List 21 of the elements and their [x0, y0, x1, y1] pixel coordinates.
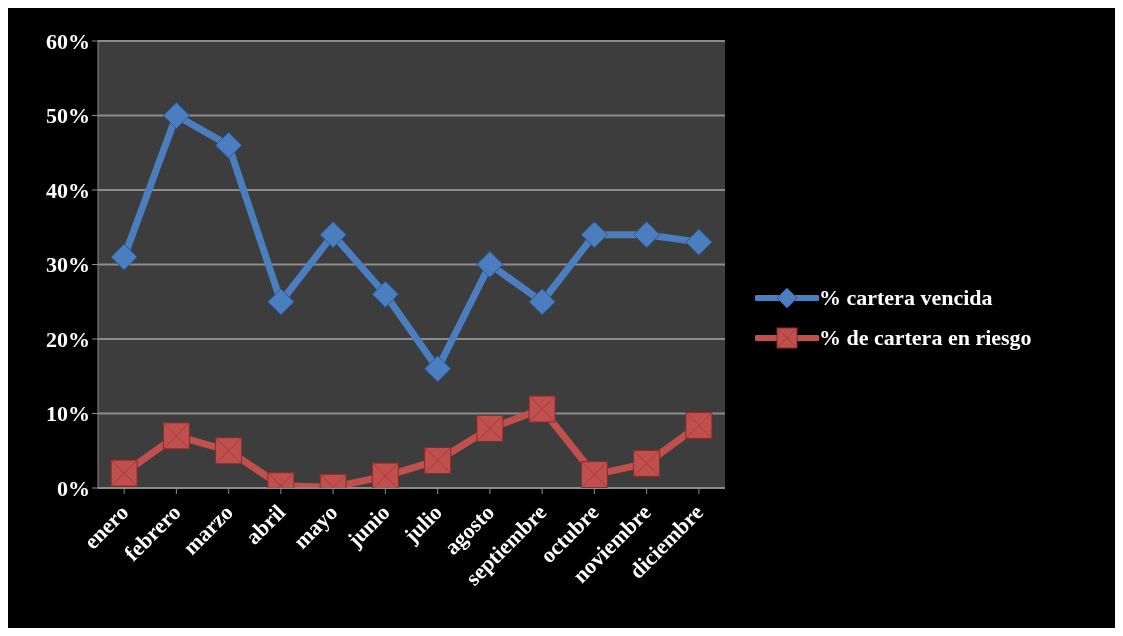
- y-tick-label: 0%: [57, 475, 90, 501]
- legend-label: % de cartera en riesgo: [819, 325, 1032, 351]
- point: [424, 355, 452, 383]
- point: [110, 243, 138, 271]
- y-tick-label: 20%: [46, 326, 90, 352]
- point: [162, 102, 190, 129]
- y-tick-label: 40%: [46, 177, 90, 203]
- point: [476, 251, 504, 278]
- y-tick-label: 60%: [46, 28, 90, 54]
- point: [685, 228, 713, 256]
- y-tick-label: 30%: [46, 252, 90, 278]
- point: [267, 288, 295, 316]
- point: [319, 221, 347, 249]
- point: [528, 288, 556, 316]
- point: [215, 131, 243, 159]
- point: [633, 221, 661, 249]
- y-tick-label: 10%: [46, 401, 90, 427]
- y-tick-label: 50%: [46, 103, 90, 129]
- legend-label: % cartera vencida: [819, 285, 993, 311]
- point: [371, 280, 399, 308]
- point: [580, 221, 608, 249]
